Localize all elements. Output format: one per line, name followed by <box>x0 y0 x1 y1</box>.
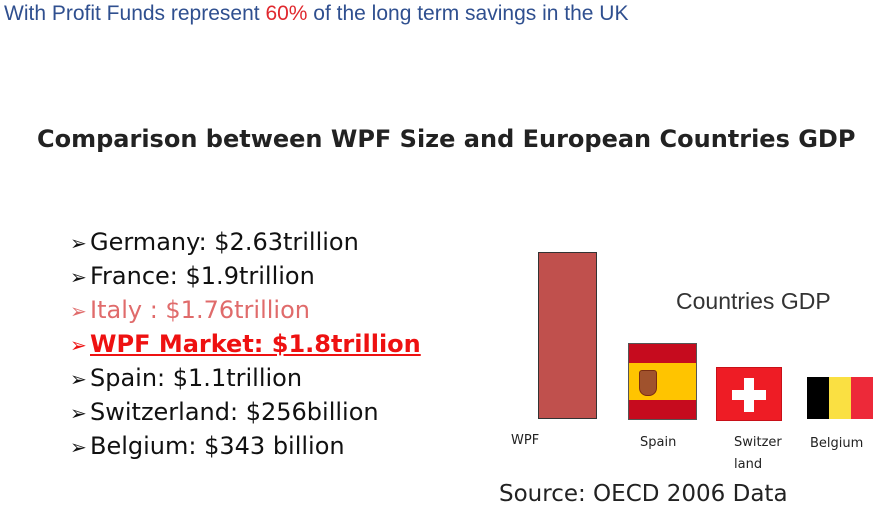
chart-label: Countries GDP <box>676 288 831 314</box>
list-item-switzerland: ➢ Switzerland: $256billion <box>70 396 421 430</box>
arrow-bullet-icon: ➢ <box>70 299 87 323</box>
list-item-wpf-market: ➢ WPF Market: $1.8trillion <box>70 328 421 362</box>
belgium-flag-icon <box>807 377 873 419</box>
spain-flag-icon <box>628 343 697 420</box>
category-label-switzerland: Switzer land <box>734 432 794 476</box>
list-item-text: France: $1.9trillion <box>90 262 315 290</box>
list-item-spain: ➢ Spain: $1.1trillion <box>70 362 421 396</box>
wpf-bar <box>538 252 597 419</box>
list-item-text: Italy : $1.76trillion <box>90 296 310 324</box>
list-item-text: Belgium: $343 billion <box>90 432 345 460</box>
list-item-germany: ➢ Germany: $2.63trillion <box>70 226 421 260</box>
arrow-bullet-icon: ➢ <box>70 333 87 357</box>
switzerland-flag-icon <box>716 367 782 421</box>
headline-text-start: With Profit Funds represent <box>4 2 266 25</box>
list-item-text: Spain: $1.1trillion <box>90 364 303 392</box>
category-label-spain: Spain <box>640 435 677 450</box>
source-note: Source: OECD 2006 Data <box>499 481 788 507</box>
list-item-belgium: ➢ Belgium: $343 billion <box>70 430 421 464</box>
list-item-france: ➢ France: $1.9trillion <box>70 260 421 294</box>
headline: With Profit Funds represent 60% of the l… <box>4 2 628 26</box>
category-label-belgium: Belgium <box>810 436 864 451</box>
list-item-italy: ➢ Italy : $1.76trillion <box>70 294 421 328</box>
swiss-cross-vertical <box>744 378 754 412</box>
list-item-text: Germany: $2.63trillion <box>90 228 359 256</box>
arrow-bullet-icon: ➢ <box>70 265 87 289</box>
arrow-bullet-icon: ➢ <box>70 231 87 255</box>
list-item-text: Switzerland: $256billion <box>90 398 379 426</box>
section-title: Comparison between WPF Size and European… <box>37 125 856 153</box>
headline-text-end: of the long term savings in the UK <box>307 2 629 25</box>
arrow-bullet-icon: ➢ <box>70 401 87 425</box>
category-label-wpf: WPF <box>511 433 540 448</box>
gdp-list: ➢ Germany: $2.63trillion ➢ France: $1.9tri… <box>70 226 421 464</box>
arrow-bullet-icon: ➢ <box>70 435 87 459</box>
headline-percentage: 60% <box>265 2 308 25</box>
list-item-text: WPF Market: $1.8trillion <box>90 330 421 358</box>
spain-crest-icon <box>639 370 657 396</box>
category-label-switzerland-line2: land <box>734 457 763 472</box>
category-label-switzerland-line1: Switzer <box>734 435 782 450</box>
arrow-bullet-icon: ➢ <box>70 367 87 391</box>
